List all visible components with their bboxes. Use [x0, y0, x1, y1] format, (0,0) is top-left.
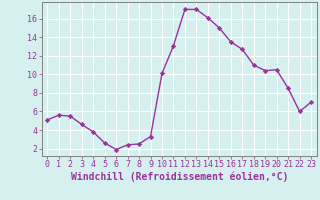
X-axis label: Windchill (Refroidissement éolien,°C): Windchill (Refroidissement éolien,°C) — [70, 172, 288, 182]
